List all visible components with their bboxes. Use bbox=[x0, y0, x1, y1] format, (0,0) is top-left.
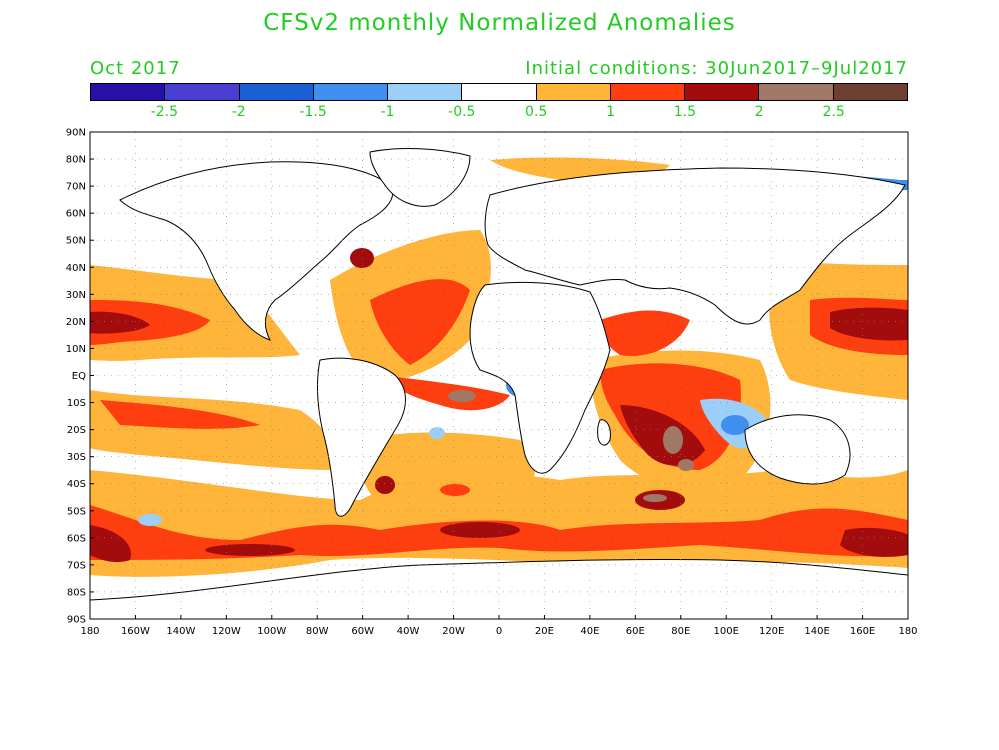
colorbar-tick-label: 0.5 bbox=[525, 104, 548, 120]
longitude-tick-label: 180 bbox=[80, 626, 99, 637]
longitude-tick-label: 40E bbox=[580, 626, 599, 637]
colorbar-tick-label: 2.5 bbox=[822, 104, 845, 120]
latitude-tick-label: 10S bbox=[67, 398, 86, 409]
anomaly-region-patch bbox=[448, 390, 476, 402]
colorbar-swatch bbox=[388, 84, 463, 100]
anomaly-region-sw-pacific-core bbox=[840, 527, 908, 557]
continent-eurasia bbox=[484, 167, 906, 325]
anomaly-region-patch bbox=[678, 459, 694, 471]
longitude-tick-label: 80W bbox=[306, 626, 329, 637]
anomaly-region-patch bbox=[643, 494, 667, 502]
latitude-axis: 90N 80N 70N 60N 50N 40N 30N 20N 10N EQ 10S 20S 30S 40… bbox=[66, 128, 94, 626]
longitude-tick-label: 100W bbox=[257, 626, 286, 637]
longitude-tick-label: 180 bbox=[898, 626, 917, 637]
colorbar-swatch bbox=[536, 84, 611, 100]
longitude-tick-label: 20W bbox=[442, 626, 465, 637]
latitude-tick-label: 60S bbox=[67, 533, 86, 544]
latitude-tick-label: 80N bbox=[66, 155, 86, 166]
latitude-tick-label: EQ bbox=[72, 371, 86, 382]
anomaly-region-arabian-sea bbox=[600, 310, 690, 356]
longitude-tick-label: 100E bbox=[714, 626, 739, 637]
anomaly-region-north-pacific-red bbox=[90, 300, 210, 345]
latitude-tick-label: 20N bbox=[66, 317, 86, 328]
anomaly-region-patch bbox=[440, 484, 470, 496]
colorbar-tick-label: 2 bbox=[754, 104, 764, 120]
colorbar-swatch bbox=[239, 84, 314, 100]
longitude-tick-label: 40W bbox=[397, 626, 420, 637]
latitude-tick-label: 20S bbox=[67, 425, 86, 436]
anomaly-region-north-pacific-core bbox=[90, 311, 150, 334]
colorbar-swatch bbox=[610, 84, 686, 100]
latitude-tick-label: 30S bbox=[67, 452, 86, 463]
anomaly-region-north-atlantic-red bbox=[370, 279, 470, 365]
anomaly-region-negative-patch bbox=[721, 415, 749, 435]
latitude-tick-label: 10N bbox=[66, 344, 86, 355]
longitude-tick-label: 120W bbox=[212, 626, 241, 637]
latitude-tick-label: 70N bbox=[66, 182, 86, 193]
continent-madagascar bbox=[597, 419, 611, 446]
latitude-tick-label: 90N bbox=[66, 128, 86, 139]
colorbar-swatch bbox=[313, 84, 389, 100]
latitude-tick-label: 40S bbox=[67, 479, 86, 490]
anomaly-region-south-pacific-core bbox=[90, 525, 131, 563]
colorbar-swatch bbox=[759, 84, 834, 100]
longitude-tick-label: 20E bbox=[535, 626, 554, 637]
colorbar-swatch bbox=[165, 84, 240, 100]
anomaly-fields bbox=[90, 148, 908, 619]
latitude-tick-label: 80S bbox=[67, 587, 86, 598]
anomaly-region-indian-ocean-red bbox=[600, 363, 741, 470]
latitude-tick-label: 70S bbox=[67, 560, 86, 571]
continent-north-america bbox=[119, 161, 394, 341]
colorbar bbox=[90, 83, 908, 101]
colorbar-tick-label: -1 bbox=[380, 104, 395, 120]
latitude-tick-label: 30N bbox=[66, 290, 86, 301]
continent-africa bbox=[469, 281, 611, 474]
anomaly-region-patch bbox=[375, 476, 395, 494]
valid-month-label: Oct 2017 bbox=[90, 58, 181, 79]
anomaly-region-tropical-atlantic bbox=[380, 375, 510, 411]
latitude-tick-label: 50S bbox=[67, 506, 86, 517]
anomaly-region-patch bbox=[440, 522, 520, 538]
longitude-axis: 180 160W 140W 120W 100W 80W 60W 40W 20W 0 20E 40E 60… bbox=[80, 615, 918, 637]
colorbar-swatch bbox=[91, 84, 166, 100]
colorbar-swatch bbox=[685, 84, 760, 100]
longitude-tick-label: 60E bbox=[626, 626, 645, 637]
anomaly-region-south-atlantic bbox=[358, 432, 535, 508]
latitude-tick-label: 60N bbox=[66, 209, 86, 220]
continent-australia bbox=[744, 414, 851, 485]
latitude-tick-label: 50N bbox=[66, 236, 86, 247]
longitude-tick-label: 60W bbox=[351, 626, 374, 637]
longitude-tick-label: 0 bbox=[496, 626, 502, 637]
longitude-tick-label: 80E bbox=[671, 626, 690, 637]
anomaly-region-south-pacific-red bbox=[100, 400, 260, 429]
longitude-tick-label: 140E bbox=[804, 626, 829, 637]
latitude-tick-label: 40N bbox=[66, 263, 86, 274]
anomaly-region-west-pacific-core bbox=[830, 307, 908, 341]
colorbar-tick-label: -1.5 bbox=[299, 104, 327, 120]
longitude-tick-label: 120E bbox=[759, 626, 784, 637]
anomaly-region-negative-patch bbox=[138, 514, 162, 526]
longitude-tick-label: 160W bbox=[121, 626, 150, 637]
longitude-tick-label: 140W bbox=[166, 626, 195, 637]
colorbar-tick-label: -0.5 bbox=[448, 104, 476, 120]
initial-conditions-label: Initial conditions: 30Jun2017–9Jul2017 bbox=[525, 58, 908, 79]
colorbar-swatch bbox=[462, 84, 537, 100]
map-title: CFSv2 monthly Normalized Anomalies bbox=[263, 10, 736, 36]
continent-greenland bbox=[369, 148, 471, 207]
latitude-tick-label: 90S bbox=[67, 615, 86, 626]
anomaly-region-patch bbox=[350, 248, 374, 268]
continent-south-america bbox=[317, 357, 406, 517]
colorbar-tick-label: 1.5 bbox=[673, 104, 697, 120]
colorbar-tick-label: -2 bbox=[231, 104, 246, 120]
colorbar-tick-label: -2.5 bbox=[150, 104, 179, 120]
colorbar-tick-label: 1 bbox=[606, 104, 615, 120]
colorbar-swatch bbox=[833, 84, 907, 100]
anomaly-region-negative-patch bbox=[429, 427, 445, 439]
anomaly-region-indian-ocean-core bbox=[620, 405, 705, 466]
longitude-tick-label: 160E bbox=[850, 626, 875, 637]
continent-antarctica bbox=[90, 558, 908, 619]
anomaly-region-patch bbox=[663, 426, 683, 454]
anomaly-region-patch bbox=[205, 544, 295, 556]
